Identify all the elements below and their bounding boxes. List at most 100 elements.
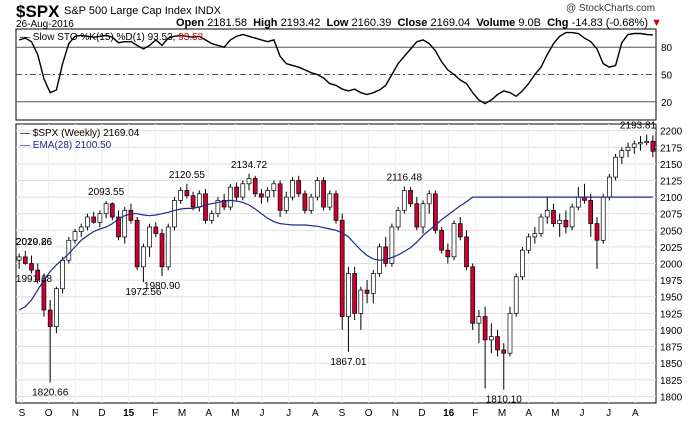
price-annotation: 2134.72 [231,160,268,171]
candle-body [613,156,618,178]
high-label: High [253,17,278,29]
close-value: 2169.04 [430,17,471,29]
price-tick-label: 1925 [660,309,683,320]
price-annotation: 1972.56 [125,287,162,298]
price-annotation: 2093.55 [88,187,125,198]
candle-body [501,349,507,354]
candle-body [557,219,563,224]
candle-body [234,186,239,198]
price-annotation: 1810.10 [486,395,523,406]
candle-body [122,210,128,238]
candle-body [203,193,208,221]
price-tick-label: 2200 [660,127,683,138]
time-tick-label: A [205,408,212,419]
price-annotation: 1980.90 [144,281,181,292]
sto-tick-label: 50 [661,71,673,82]
candle-body [22,256,28,264]
candle-body [259,193,264,198]
candle-body [625,146,631,151]
time-tick-label: S [19,408,26,419]
close-label: Close [397,17,428,29]
chg-value: -14.83 (-0.68%) [571,17,648,29]
candle-body [47,309,53,327]
index-full-name: S&P 500 Large Cap Index [64,5,192,17]
time-tick-label: J [580,408,585,419]
price-annotation: 2020.86 [16,237,53,248]
candle-body [296,180,302,195]
candle-body [619,150,625,158]
volume-value: 9.0B [518,17,541,29]
candle-body [513,276,519,314]
candle-body [594,223,600,241]
price-tick-label: 1850 [660,359,683,370]
price-tick-label: 2075 [660,210,683,221]
time-tick-label: 16 [443,408,455,419]
quote-date: 26-Aug-2016 [16,19,74,30]
candle-body [314,180,320,198]
candle-body [426,193,432,205]
candle-body [588,200,594,225]
high-value: 2193.42 [280,17,321,29]
price-tick-label: 2000 [660,260,683,271]
candle-body [103,203,109,215]
price-tick-label: 2100 [660,193,683,204]
candle-body [302,193,308,211]
chg-label: Chg [547,17,569,29]
candle-body [420,203,426,228]
price-tick-label: 1950 [660,293,683,304]
time-tick-label: M [498,408,506,419]
ema-line [18,196,653,311]
time-tick-label: J [606,408,611,419]
candle-body [650,140,656,152]
candle-body [370,273,376,294]
sto-tick-label: 20 [661,98,673,109]
time-tick-label: N [72,408,79,419]
stochastic-panel: 80 50 20 — Slow STO %K(15) %D(1) 93.53, 93.… [15,28,673,121]
time-tick-label: D [98,408,105,419]
low-label: Low [326,17,349,29]
candle-body [544,210,550,218]
symbol: $SPX [16,2,60,21]
candle-body [476,316,482,324]
candle-body [85,216,90,228]
candle-body [178,190,183,201]
candle-body [246,178,252,185]
candle-body [352,273,357,314]
ema-legend: — EMA(28) 2100.50 [20,140,112,151]
candle-body [358,289,364,314]
exchange: INDX [194,5,221,17]
candle-body [196,193,202,208]
candle-body [532,233,538,238]
copyright[interactable]: @ StockCharts.com [566,3,656,14]
price-tick-label: 1825 [660,376,683,387]
candle-body [60,259,65,290]
time-tick-label: M [178,408,186,419]
candle-body [346,273,351,318]
sto-legend-value: 93.53 [178,32,203,43]
candle-body [290,180,295,198]
price-annotation: 1991.68 [16,274,53,285]
candle-body [153,226,159,234]
time-tick-label: J [286,408,291,419]
time-tick-label: F [472,408,478,419]
time-tick-label: A [632,408,639,419]
price-panel: 1800 1825 1850 1875 1900 1925 1950 1975 2000 2025… [15,121,683,419]
candle-body [165,226,171,268]
candle-body [389,226,395,264]
time-tick-label: J [260,408,265,419]
time-tick-label: M [231,408,239,419]
price-legend: — $SPX (Weekly) 2169.04 [20,128,140,139]
down-arrow-icon: ▼ [651,17,662,29]
candle-body [141,246,146,268]
price-tick-label: 2050 [660,226,683,237]
candle-body [445,249,451,258]
candle-body [470,266,476,324]
time-tick-label: O [365,408,373,419]
candle-body [644,140,650,143]
candle-body [116,216,121,238]
candle-body [35,269,41,281]
candle-body [159,233,165,268]
candle-body [209,213,215,221]
candle-body [184,190,190,197]
candle-body [339,219,345,317]
